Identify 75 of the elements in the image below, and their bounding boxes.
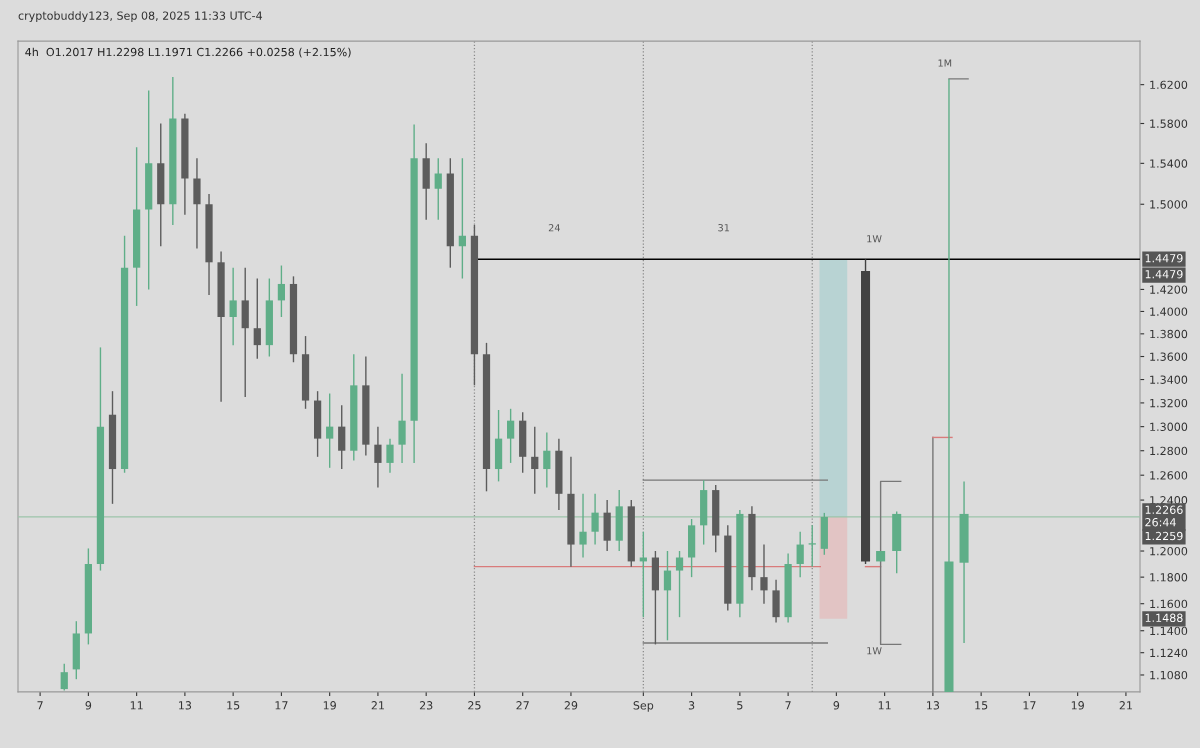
y-tick-label: 1.3000 bbox=[1150, 422, 1188, 432]
y-tick-label: 1.2000 bbox=[1150, 547, 1188, 556]
annotation: 1W bbox=[867, 235, 882, 243]
candlestick bbox=[60, 663, 68, 692]
y-tick-label: 1.1600 bbox=[1150, 599, 1188, 609]
candlestick bbox=[675, 550, 684, 618]
y-tick-label: 1.3800 bbox=[1150, 329, 1188, 339]
x-tick-label: 29 bbox=[564, 701, 578, 710]
candlestick bbox=[326, 392, 334, 469]
y-tick-label: 1.1240 bbox=[1150, 648, 1188, 658]
y-tick-label: 1.1400 bbox=[1150, 626, 1188, 636]
x-tick-label: Sep bbox=[633, 701, 654, 712]
y-tick-label: 1.3200 bbox=[1150, 398, 1188, 408]
x-tick-label: 11 bbox=[878, 701, 891, 710]
text: cryptobuddy123, Sep 08, 2025 11:33 UTC-4 bbox=[18, 11, 263, 22]
candlestick bbox=[458, 157, 466, 280]
candlestick bbox=[591, 493, 599, 546]
x-tick-label: 13 bbox=[179, 701, 192, 710]
annotation: 1.4479 bbox=[1145, 254, 1183, 263]
annotation: 24 bbox=[548, 224, 560, 232]
x-tick-label: 7 bbox=[785, 701, 791, 710]
text: 1.2259 bbox=[1145, 531, 1183, 541]
candlestick bbox=[543, 431, 551, 489]
candlestick bbox=[398, 373, 406, 464]
y-tick-label: 1.3400 bbox=[1150, 375, 1188, 384]
candlestick bbox=[531, 425, 539, 495]
y-tick-label: 1.4200 bbox=[1150, 285, 1188, 294]
x-tick-label: 15 bbox=[975, 701, 988, 710]
text: 4h O1.2017 H1.2298 L1.1971 C1.2266 +0.0258 (+2.15%) bbox=[25, 47, 351, 58]
candlestick bbox=[796, 531, 804, 578]
x-tick-label: 15 bbox=[227, 701, 240, 710]
candlestick bbox=[808, 524, 816, 568]
y-tick-label: 1.4000 bbox=[1150, 307, 1188, 316]
y-tick-label: 1.2400 bbox=[1150, 496, 1188, 505]
x-tick-label: 21 bbox=[371, 701, 384, 710]
x-tick-label: 3 bbox=[688, 701, 695, 710]
candlestick bbox=[507, 408, 515, 464]
annotation: 1W bbox=[867, 647, 882, 655]
y-tick-label: 1.2800 bbox=[1150, 446, 1188, 456]
x-tick-label: 27 bbox=[516, 701, 529, 710]
candlestick bbox=[374, 425, 382, 489]
y-tick-label: 1.5800 bbox=[1150, 119, 1188, 128]
annotation: 1.2266 26:44 bbox=[1145, 505, 1183, 527]
candlestick bbox=[579, 493, 587, 559]
x-tick-label: 21 bbox=[1119, 701, 1132, 710]
candlestick bbox=[663, 550, 672, 641]
y-tick-label: 1.3600 bbox=[1150, 352, 1188, 361]
x-tick-label: 17 bbox=[275, 701, 288, 710]
candlestick bbox=[253, 277, 261, 360]
annotation: 1.1488 bbox=[1145, 613, 1183, 623]
x-tick-label: 9 bbox=[85, 701, 92, 710]
y-tick-label: 1.1080 bbox=[1150, 670, 1188, 680]
x-tick-label: 9 bbox=[833, 701, 840, 710]
candlestick bbox=[277, 264, 286, 318]
y-tick-label: 1.5400 bbox=[1150, 159, 1188, 168]
x-tick-label: 19 bbox=[1071, 701, 1084, 710]
annotation: 31 bbox=[718, 224, 730, 232]
candlestick bbox=[229, 266, 237, 346]
candlestick bbox=[760, 543, 768, 605]
x-tick-label: 7 bbox=[37, 701, 43, 710]
x-tick-label: 13 bbox=[927, 701, 940, 710]
x-tick-label: 17 bbox=[1023, 701, 1036, 710]
x-tick-label: 25 bbox=[468, 701, 481, 710]
text: 1.4479 bbox=[1145, 270, 1183, 279]
candlestick bbox=[386, 437, 394, 474]
x-tick-label: 19 bbox=[323, 701, 336, 710]
y-tick-label: 1.6200 bbox=[1150, 80, 1188, 90]
x-tick-label: 5 bbox=[737, 701, 743, 710]
candlestick bbox=[434, 157, 442, 221]
y-tick-label: 1.1800 bbox=[1150, 573, 1188, 582]
y-tick-label: 1.5000 bbox=[1150, 200, 1188, 209]
y-tick-label: 1.2600 bbox=[1150, 471, 1188, 480]
annotation: 1M bbox=[938, 59, 952, 67]
x-tick-label: 23 bbox=[419, 701, 433, 710]
x-tick-label: 11 bbox=[130, 701, 143, 710]
